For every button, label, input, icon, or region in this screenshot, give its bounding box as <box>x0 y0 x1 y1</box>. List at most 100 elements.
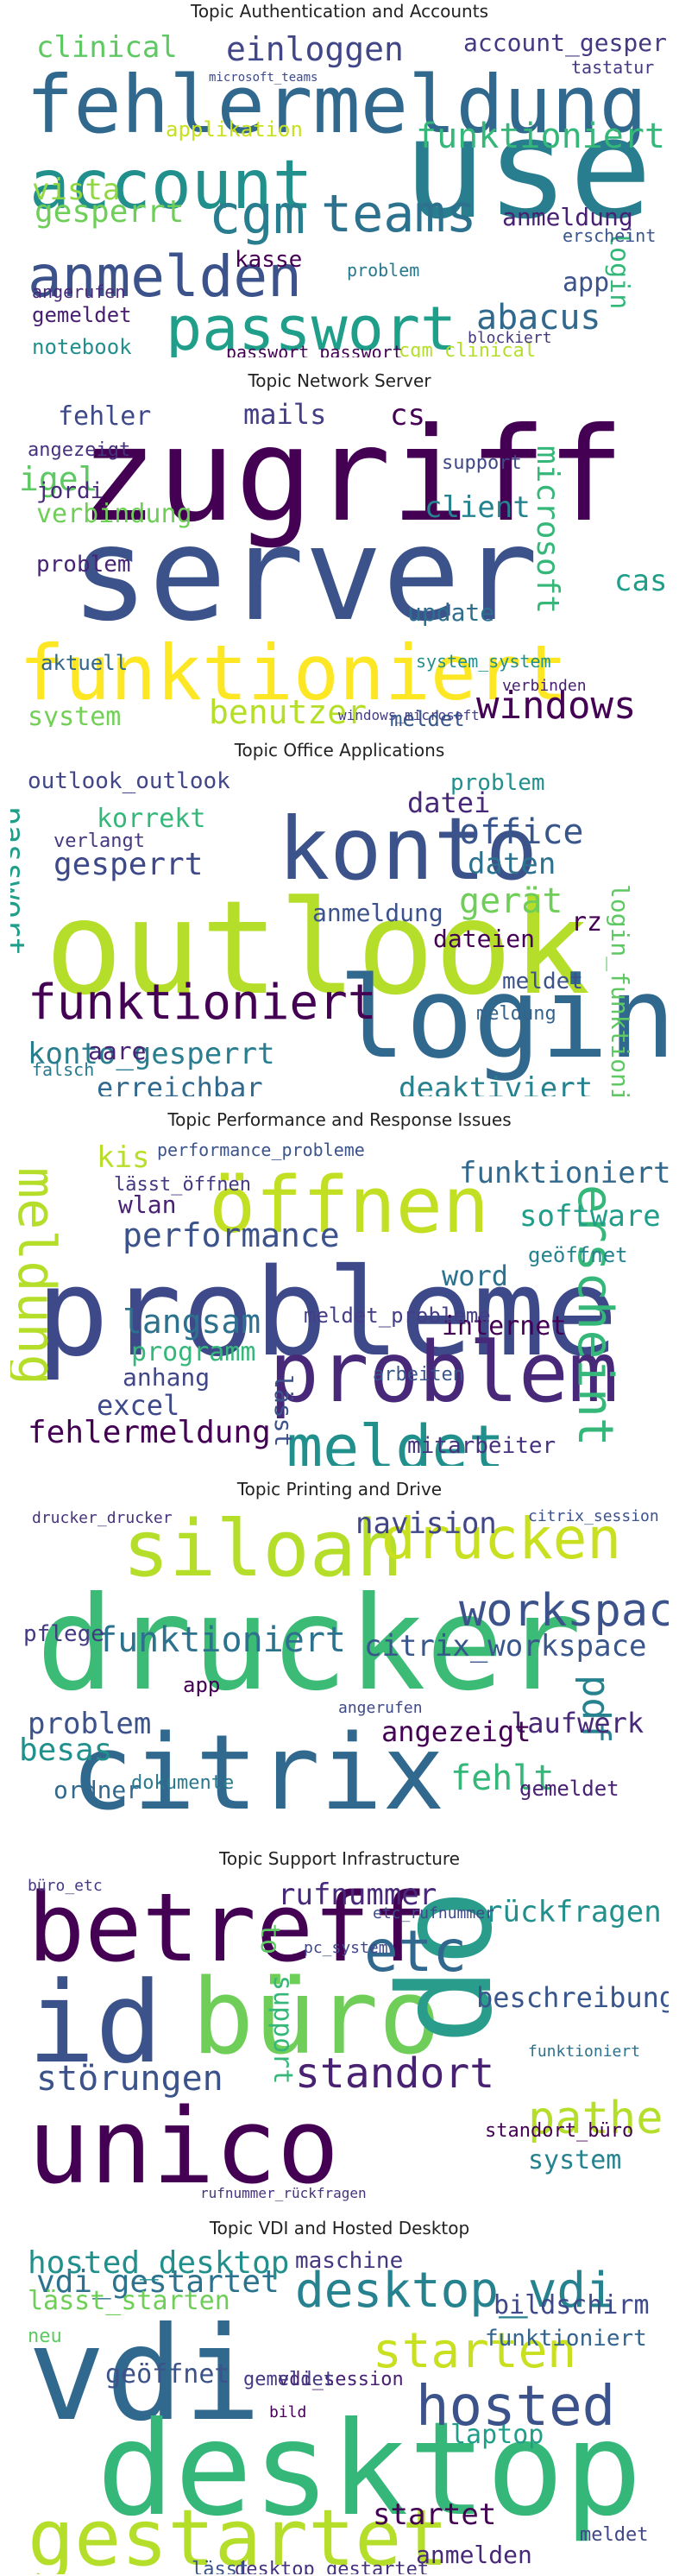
panel-title: Topic Office Applications <box>234 740 445 761</box>
word-cloud: unico betreff büro id op etc pathe standort stör… <box>10 1872 669 2205</box>
topic-panel-network: Topic Network Server zugriff server funkti… <box>0 369 679 729</box>
word-cloud-word: vdi <box>28 2300 261 2450</box>
word-cloud-word: cgm_clinical <box>399 340 536 358</box>
word-cloud-word: betreff <box>28 1872 428 1983</box>
word-cloud-word: blockiert <box>468 329 552 347</box>
word-cloud-word: office <box>459 812 584 852</box>
word-cloud-word: applikation <box>166 117 303 142</box>
word-cloud-word: störungen <box>36 2059 223 2099</box>
word-cloud-word: lässt_öffnen <box>114 1174 251 1196</box>
word-cloud-word: geöffnet <box>105 2359 230 2390</box>
word-cloud-word: workspace <box>459 1585 669 1637</box>
word-cloud-word: gerät <box>459 881 563 921</box>
word-cloud-word: cs <box>390 398 425 432</box>
word-cloud-word: gesperrt <box>53 847 204 882</box>
word-cloud-word: besas <box>19 1733 113 1768</box>
word-cloud-word: internet <box>442 1311 567 1342</box>
word-cloud-word: arbeiten <box>373 1364 464 1386</box>
word-cloud: zugriff server funktioniert windows benutzer… <box>10 394 669 727</box>
word-cloud-word: gemeldet <box>519 1777 619 1801</box>
word-cloud-word: app <box>183 1673 221 1697</box>
topic-panel-performance: Topic Performance and Response Issues pr… <box>0 1108 679 1468</box>
word-cloud-word: lässt <box>269 1374 298 1448</box>
word-cloud-word: fehlt <box>450 1758 555 1798</box>
word-cloud-word: funktioniert <box>19 628 568 717</box>
word-cloud-word: konto_gesperrt <box>28 1037 275 1071</box>
word-cloud-word: citrix_session <box>528 1507 659 1525</box>
word-cloud-word: anmelden <box>416 2541 532 2569</box>
word-cloud-word: desktop_vdi <box>295 2263 615 2319</box>
word-cloud-word: ordner <box>53 1776 141 1804</box>
word-cloud-word: pathe <box>528 2093 663 2144</box>
word-cloud-word: client <box>424 490 531 525</box>
word-cloud-word: tastatur <box>571 57 655 78</box>
word-cloud-word: deaktiviert <box>399 1071 594 1096</box>
word-cloud-word: meldung <box>10 1167 66 1386</box>
word-cloud-word: outlook <box>45 874 591 1024</box>
word-cloud-word: app <box>563 268 610 298</box>
word-cloud-word: aare <box>88 1037 147 1065</box>
word-cloud-word: angerufen <box>32 281 126 302</box>
word-cloud: outlook konto login funktioniert office gespe… <box>10 763 669 1096</box>
word-cloud-word: mitarbeiter <box>407 1433 556 1459</box>
panel-title: Topic Support Infrastructure <box>219 1848 460 1869</box>
word-cloud: probleme öffnen problem meldet erscheint meld… <box>10 1133 669 1466</box>
word-cloud-word: unico <box>28 2087 340 2205</box>
word-cloud-word: wlan <box>118 1190 177 1219</box>
word-cloud-word: benutzer <box>209 693 368 727</box>
word-cloud-word: support <box>267 1975 298 2085</box>
word-cloud-word: fehlermeldung <box>26 59 648 151</box>
word-cloud-word: case <box>614 564 669 598</box>
word-cloud-word: drucken <box>381 1506 622 1572</box>
word-cloud: fehlermeldunguser account passwortanmelden… <box>10 24 669 357</box>
topic-panel-office: Topic Office Applications outlook konto lo… <box>0 739 679 1098</box>
word-cloud-word: performance_probleme <box>157 1140 365 1160</box>
word-cloud-word: einloggen <box>226 30 404 68</box>
word-cloud-word: vdi_session <box>278 2369 404 2390</box>
panel-title: Topic Performance and Response Issues <box>167 1109 512 1130</box>
topic-panel-vdi: Topic VDI and Hosted Desktop vdi desktop h… <box>0 2217 679 2576</box>
word-cloud-word: meldet <box>502 969 583 994</box>
word-cloud-word: geöffnet <box>528 1243 628 1267</box>
word-cloud-word: microsoft <box>530 445 565 615</box>
topic-panel-printing: Topic Printing and Drive drucker citrix si… <box>0 1478 679 1837</box>
word-cloud-word: konto <box>278 799 538 900</box>
word-cloud-word: igel <box>19 460 98 498</box>
word-cloud-word: angezeigt <box>28 439 131 461</box>
word-cloud-word: meldet <box>286 1412 505 1466</box>
word-cloud-word: laptop <box>450 2420 544 2450</box>
word-cloud-word: meldet <box>580 2524 649 2546</box>
word-cloud-word: anhang <box>123 1363 211 1392</box>
word-cloud-word: passwort_passwort <box>226 342 403 357</box>
word-cloud-word: windows <box>476 684 637 727</box>
topic-panel-support: Topic Support Infrastructure unico betref… <box>0 1847 679 2207</box>
word-cloud-word: passwort <box>166 294 457 357</box>
word-cloud-word: lässt_starten <box>28 2286 230 2316</box>
word-cloud-word: clinical <box>36 30 178 65</box>
word-cloud-word: system <box>28 702 122 728</box>
word-cloud-word: kis <box>97 1140 150 1175</box>
word-cloud-word: microsoft_teams <box>209 71 318 85</box>
word-cloud-word: etc_rufnummer <box>373 1904 494 1923</box>
word-cloud-word: funktioniert <box>485 2326 647 2352</box>
word-cloud-word: funktioniert <box>459 1156 669 1190</box>
word-cloud-word: verbindung <box>36 499 192 529</box>
word-cloud-word: drucker <box>36 1569 582 1720</box>
word-cloud-word: pflege <box>23 1621 104 1647</box>
word-cloud-word: desktop_gestartet <box>235 2559 430 2575</box>
word-cloud-word: öffnen <box>209 1160 490 1251</box>
word-cloud-word: problem <box>347 260 420 281</box>
word-cloud-word: starten <box>373 2323 577 2379</box>
word-cloud-word: to <box>255 1923 285 1955</box>
word-cloud-word: siloah <box>123 1504 404 1594</box>
word-cloud-word: fehler <box>58 401 152 432</box>
word-cloud-word: verbinden <box>502 677 587 695</box>
word-cloud-word: funktioniert <box>416 117 665 156</box>
word-cloud-word: maschine <box>295 2248 404 2274</box>
word-cloud-word: neu <box>28 2326 62 2347</box>
word-cloud-word: rufnummer_rückfragen <box>200 2185 367 2201</box>
word-cloud-word: update <box>407 598 495 627</box>
word-cloud-word: cgm <box>209 183 305 246</box>
word-cloud-word: passwort <box>10 806 30 957</box>
